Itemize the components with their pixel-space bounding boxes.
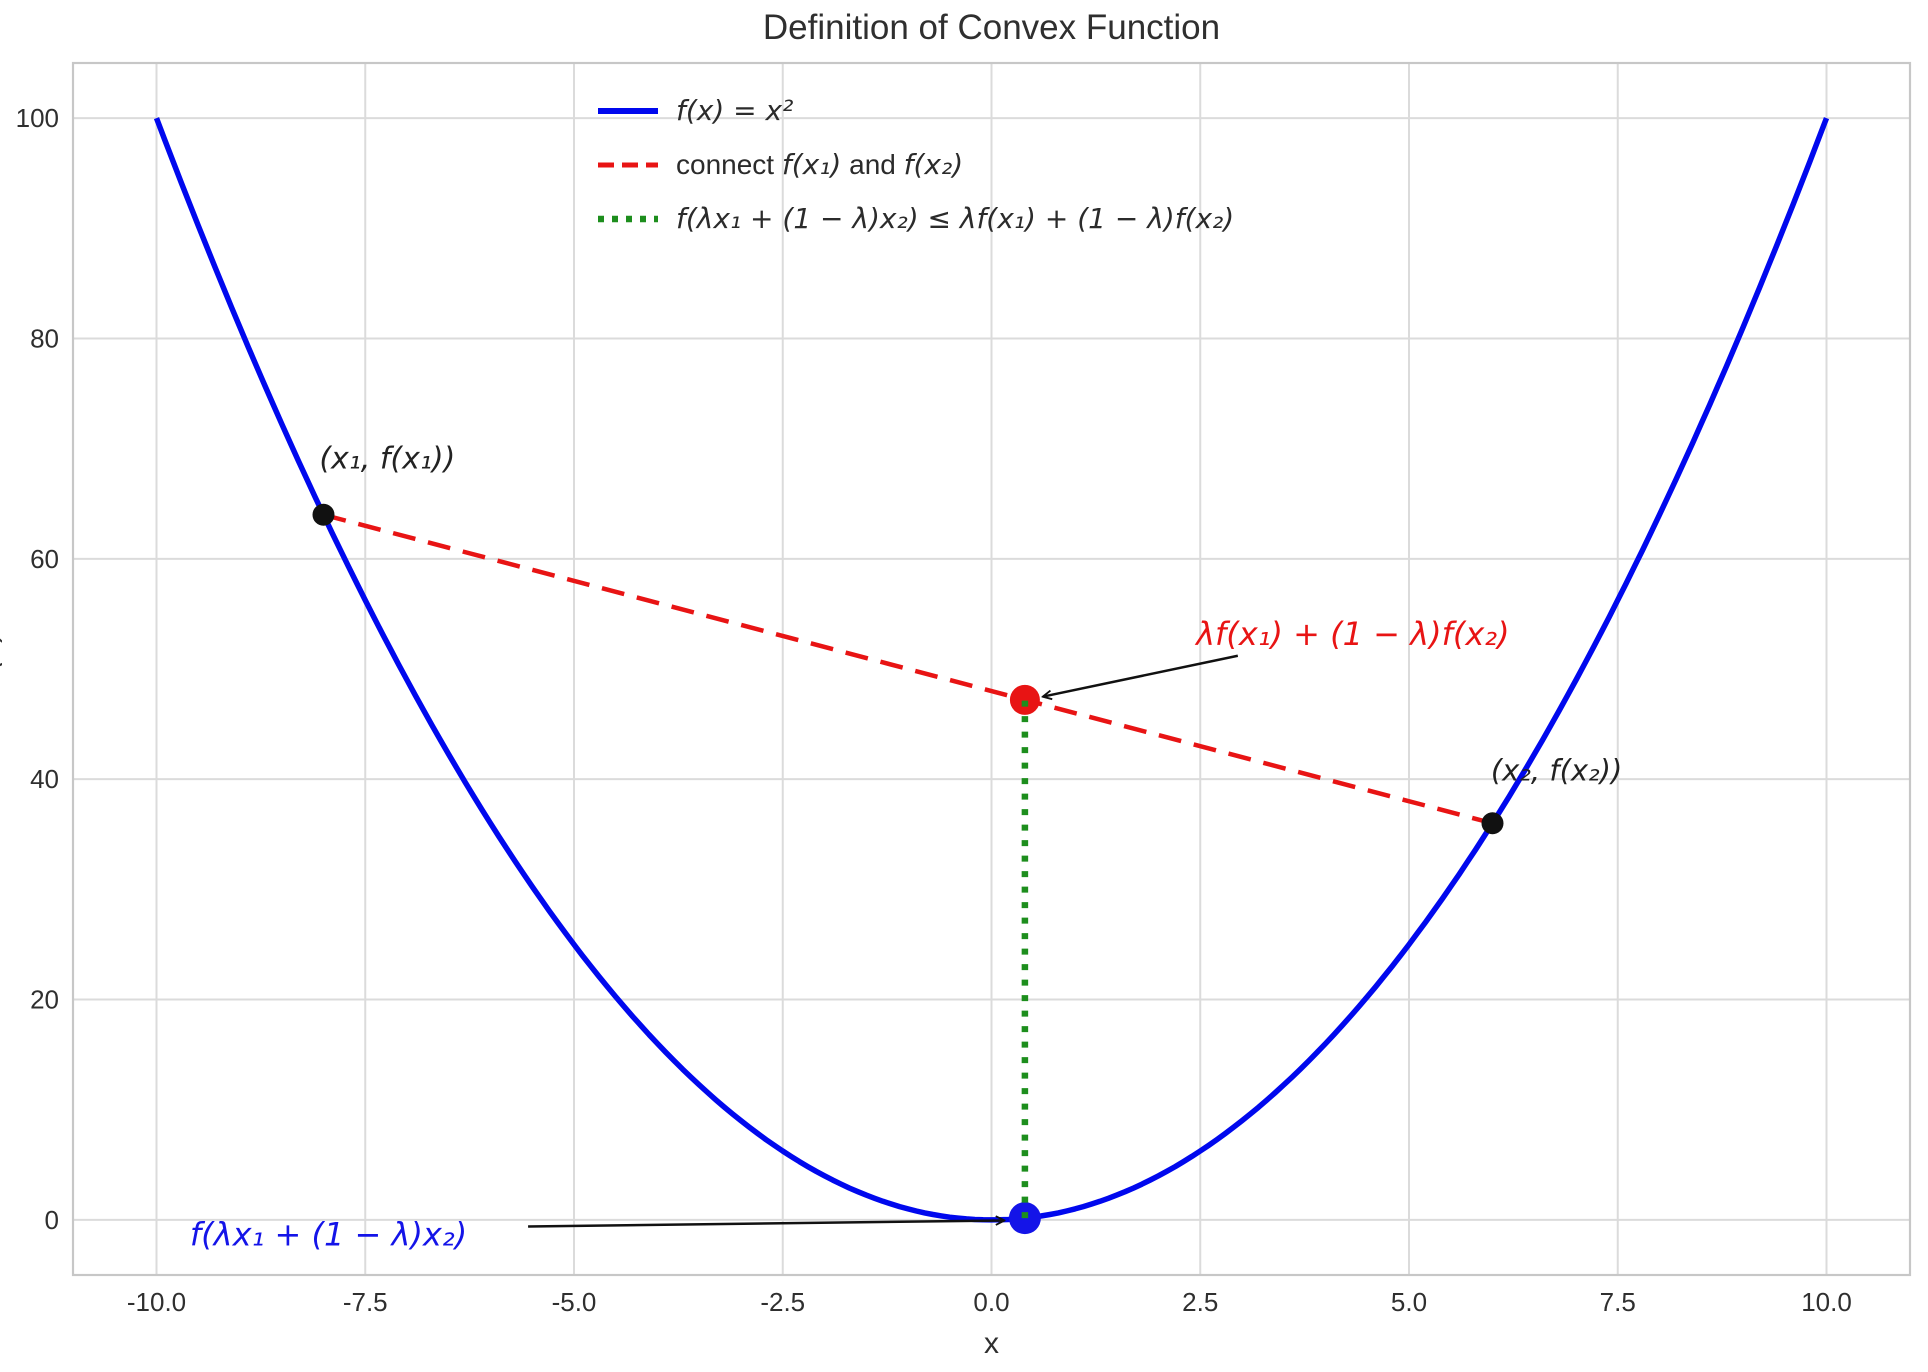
x-tick-label: -7.5 [343,1287,388,1317]
x-tick-label: 0.0 [973,1287,1009,1317]
annotation-lower-bound-arrow [528,1220,1004,1228]
y-tick-label: 80 [30,323,59,353]
x-tick-label: -5.0 [552,1287,597,1317]
legend-label: connect f(x₁) and f(x₂) [676,148,963,181]
y-tick-label: 60 [30,544,59,574]
legend-entry: connect f(x₁) and f(x₂) [598,148,963,181]
label-x2: (x₂, f(x₂)) [1491,753,1622,787]
x-tick-label: 10.0 [1801,1287,1852,1317]
x-axis-label: x [984,1327,999,1360]
legend-label: f(x) = x² [676,94,793,127]
point-chord-interp [1009,684,1040,715]
y-tick-label: 0 [45,1205,59,1235]
secant-line [322,512,1494,826]
x-tick-label: -2.5 [760,1287,805,1317]
y-tick-label: 20 [30,985,59,1015]
legend-entry: f(x) = x² [598,94,793,127]
annotation-upper-bound: λf(x₁) + (1 − λ)f(x₂) [1194,615,1510,653]
y-axis-label: f(x) [0,629,6,681]
annotation-upper-bound-arrow [1043,654,1239,697]
x-tick-label: 2.5 [1182,1287,1218,1317]
y-tick-label: 40 [30,764,59,794]
annotation-lower-bound: f(λx₁ + (1 − λ)x₂) [190,1215,467,1253]
legend-label: f(λx₁ + (1 − λ)x₂) ≤ λf(x₁) + (1 − λ)f(x… [676,202,1234,235]
x-tick-label: 5.0 [1391,1287,1427,1317]
axes-frame [71,61,1912,1277]
point-x2 [1481,812,1504,835]
point-x1 [312,503,335,526]
label-x1: (x₁, f(x₁)) [319,441,455,476]
x-tick-label: 7.5 [1600,1287,1636,1317]
legend-entry: f(λx₁ + (1 − λ)x₂) ≤ λf(x₁) + (1 − λ)f(x… [598,202,1234,235]
chart-title: Definition of Convex Function [762,8,1221,47]
y-tick-label: 100 [16,103,59,133]
x-tick-label: -10.0 [127,1287,186,1317]
